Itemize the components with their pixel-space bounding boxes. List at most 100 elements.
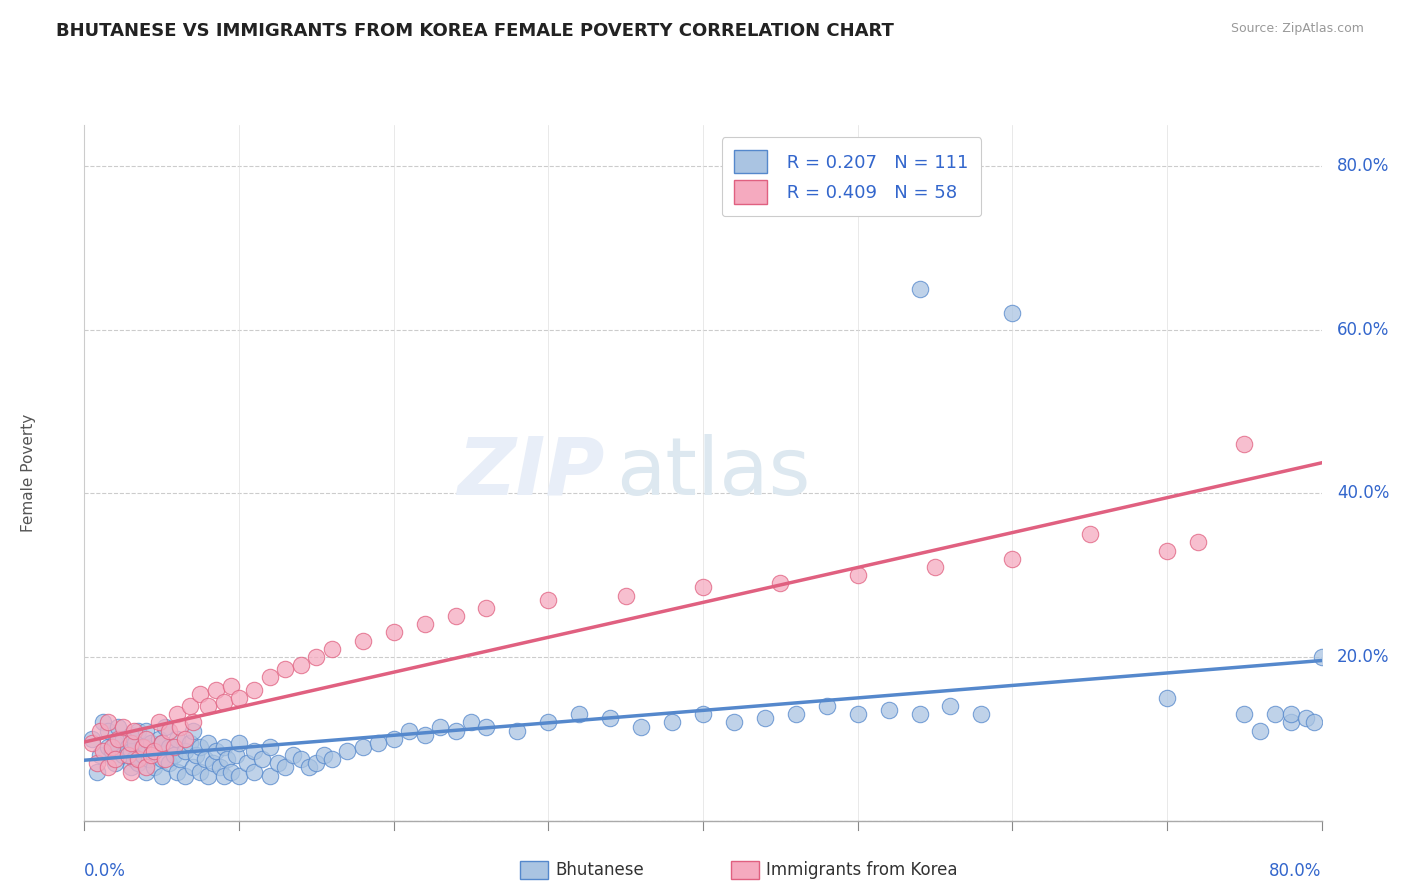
Point [398,723,420,738]
Point [150,769,173,783]
Point [250,752,273,766]
Point [150,736,173,750]
Point [290,658,312,673]
Point [908,282,931,296]
Point [228,690,250,705]
Point [82,731,104,746]
Point [181,760,204,774]
Point [120,764,142,779]
Point [939,699,962,714]
Point [163,739,186,754]
Point [179,736,201,750]
Point [101,739,124,754]
Text: BHUTANESE VS IMMIGRANTS FROM KOREA FEMALE POVERTY CORRELATION CHART: BHUTANESE VS IMMIGRANTS FROM KOREA FEMAL… [56,22,894,40]
Point [305,756,328,771]
Point [174,769,197,783]
Point [174,744,197,758]
Point [104,756,127,771]
Point [460,715,482,730]
Point [614,589,637,603]
Point [163,748,186,763]
Point [785,707,807,722]
Point [96,739,118,754]
Point [219,679,242,693]
Text: 60.0%: 60.0% [1337,320,1389,339]
Point [769,576,792,591]
Text: 0.0%: 0.0% [84,862,127,880]
Point [212,739,235,754]
Point [1249,723,1271,738]
Point [1001,306,1024,320]
Point [630,719,652,733]
Point [181,715,204,730]
Text: Bhutanese: Bhutanese [555,861,644,879]
Point [89,723,111,738]
Text: 40.0%: 40.0% [1337,484,1389,502]
Point [429,719,451,733]
Point [336,744,359,758]
Point [139,748,162,763]
Point [112,731,135,746]
Point [1302,715,1324,730]
Point [212,769,235,783]
Point [215,752,238,766]
Point [169,719,191,733]
Point [124,736,146,750]
Point [815,699,838,714]
Point [153,719,176,733]
Point [197,769,219,783]
Point [104,736,127,750]
Point [1233,707,1256,722]
Point [169,752,191,766]
Point [117,748,139,763]
Text: Immigrants from Korea: Immigrants from Korea [766,861,957,879]
Text: ZIP: ZIP [457,434,605,512]
Point [82,736,104,750]
Point [413,728,436,742]
Point [274,760,297,774]
Point [135,739,157,754]
Point [1156,690,1178,705]
Point [243,682,266,697]
Point [107,731,129,746]
Point [153,752,176,766]
Point [132,748,155,763]
Point [908,707,931,722]
Point [352,633,374,648]
Point [1264,707,1286,722]
Point [312,748,335,763]
Point [321,752,343,766]
Point [89,748,111,763]
Point [120,736,142,750]
Point [86,764,108,779]
Point [259,739,281,754]
Point [86,756,108,771]
Point [290,752,312,766]
Point [179,699,201,714]
Point [122,752,145,766]
Point [127,752,149,766]
Point [924,560,946,574]
Point [877,703,900,717]
Point [259,769,281,783]
Point [143,744,166,758]
Point [184,748,207,763]
Point [209,760,232,774]
Point [243,744,266,758]
Point [475,600,498,615]
Point [120,760,142,774]
Point [297,760,319,774]
Point [188,764,211,779]
Point [281,748,305,763]
Point [267,756,290,771]
Point [228,769,250,783]
Point [148,715,170,730]
Point [135,764,157,779]
Legend:  R = 0.207   N = 111,  R = 0.409   N = 58: R = 0.207 N = 111, R = 0.409 N = 58 [721,137,981,216]
Point [1156,543,1178,558]
Point [143,744,166,758]
Point [599,711,621,725]
Point [101,744,124,758]
Point [148,731,170,746]
Point [846,568,869,582]
